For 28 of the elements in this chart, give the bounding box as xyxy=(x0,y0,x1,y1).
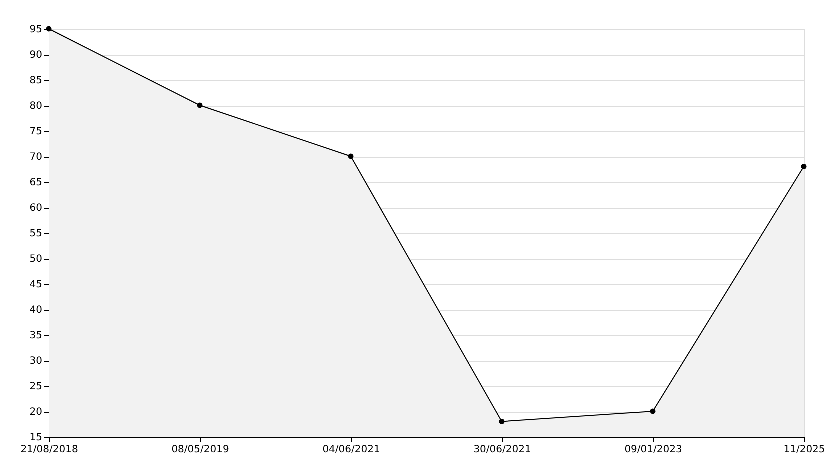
point xyxy=(348,154,354,160)
point xyxy=(499,418,505,424)
x-tick-label: 21/08/2018 xyxy=(20,444,78,456)
point xyxy=(197,102,203,108)
y-tick-label: 70 xyxy=(30,152,42,163)
point xyxy=(801,164,807,170)
y-tick-label: 95 xyxy=(30,24,42,36)
y-tick-label: 20 xyxy=(30,407,42,418)
x-tick-label: 04/06/2021 xyxy=(322,444,380,456)
y-tick-label: 55 xyxy=(30,228,42,240)
x-tick-label: 30/06/2021 xyxy=(474,444,532,456)
y-tick-label: 50 xyxy=(30,254,42,265)
y-tick-label: 75 xyxy=(30,126,42,138)
y-tick-label: 90 xyxy=(30,50,42,61)
y-tick-label: 60 xyxy=(30,203,42,214)
y-tick-label: 80 xyxy=(30,101,42,112)
x-tick-label: 08/05/2019 xyxy=(172,444,230,456)
x-tick-label: 11/2025 xyxy=(784,444,826,456)
x-tick-label: 09/01/2023 xyxy=(624,444,682,456)
y-tick-label: 85 xyxy=(30,76,42,86)
y-tick-label: 30 xyxy=(30,356,42,367)
y-tick-label: 25 xyxy=(30,382,42,392)
y-tick-label: 45 xyxy=(30,280,42,290)
y-tick-label: 65 xyxy=(30,178,42,188)
y-tick-label: 40 xyxy=(30,305,42,316)
point xyxy=(650,408,656,414)
y-tick-label: 35 xyxy=(30,330,42,342)
y-tick-label: 15 xyxy=(30,432,42,444)
